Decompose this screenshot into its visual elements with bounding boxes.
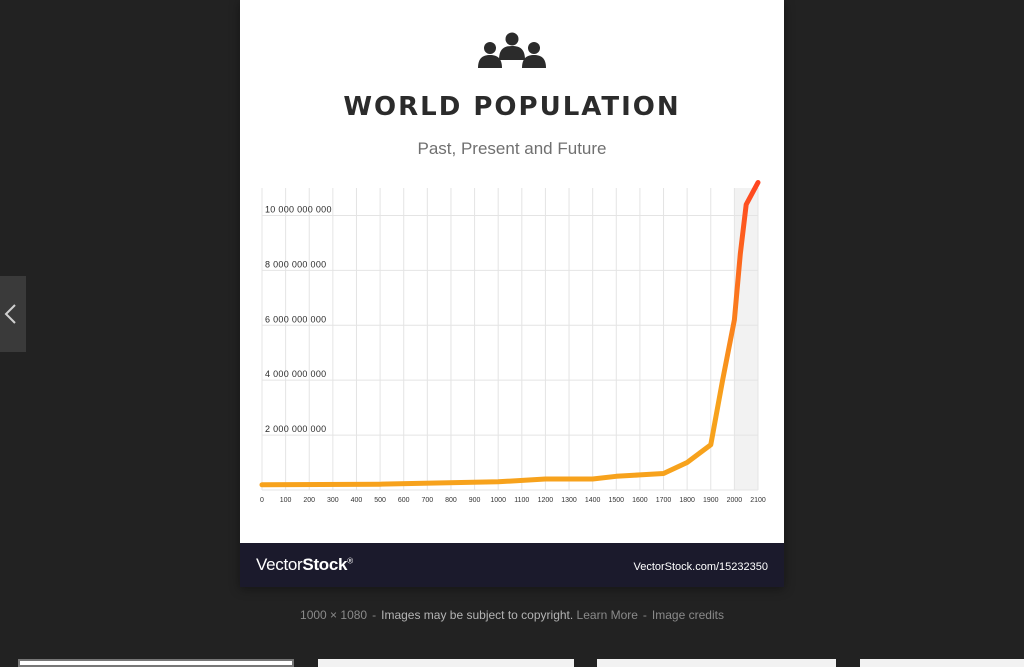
population-series-line <box>259 180 761 488</box>
learn-more-link[interactable]: Learn More <box>576 608 638 622</box>
image-caption: 1000 × 1080- Images may be subject to cop… <box>0 608 1024 622</box>
x-tick-label: 1800 <box>679 497 695 504</box>
related-thumbnail[interactable] <box>860 659 1024 667</box>
x-tick-label: 1300 <box>561 497 577 504</box>
related-thumbnail[interactable] <box>18 659 294 667</box>
x-tick-label: 700 <box>421 497 433 504</box>
image-url: VectorStock.com/15232350 <box>633 561 768 573</box>
x-tick-label: 900 <box>469 497 481 504</box>
x-tick-label: 400 <box>351 497 363 504</box>
x-tick-label: 100 <box>280 497 292 504</box>
image-footer: VectorStock® VectorStock.com/15232350 <box>240 543 784 587</box>
related-thumbnail[interactable] <box>597 659 836 667</box>
image-dimensions: 1000 × 1080 <box>300 608 368 622</box>
x-tick-label: 0 <box>260 497 264 504</box>
x-tick-label: 800 <box>445 497 457 504</box>
caption-separator: - <box>372 608 377 622</box>
brand-name-bold: Stock <box>302 555 348 574</box>
x-tick-label: 1500 <box>608 497 624 504</box>
projection-shaded-region <box>734 188 758 490</box>
y-tick-label: 10 000 000 000 <box>265 204 332 214</box>
x-tick-label: 600 <box>398 497 410 504</box>
x-tick-label: 1100 <box>514 497 529 504</box>
chevron-left-icon <box>4 304 16 324</box>
x-tick-label: 2000 <box>727 497 743 504</box>
y-tick-label: 6 000 000 000 <box>265 314 326 324</box>
image-title: WORLD POPULATION <box>343 92 681 122</box>
x-tick-label: 2100 <box>750 497 766 504</box>
population-line-chart: 2 000 000 000 4 000 000 000 6 000 000 000 8… <box>259 180 766 504</box>
x-tick-label: 1900 <box>703 497 719 504</box>
x-tick-label: 1000 <box>490 497 506 504</box>
brand-name-light: Vector <box>256 555 303 574</box>
x-tick-label: 1200 <box>538 497 554 504</box>
y-tick-label: 4 000 000 000 <box>265 369 326 379</box>
x-tick-label: 500 <box>374 497 386 504</box>
related-thumbnail[interactable] <box>318 659 574 667</box>
previous-image-button[interactable] <box>0 276 26 352</box>
y-tick-label: 8 000 000 000 <box>265 259 326 269</box>
copyright-notice: Images may be subject to copyright. <box>381 608 574 622</box>
x-tick-label: 300 <box>327 497 339 504</box>
caption-separator: - <box>642 608 647 622</box>
registered-mark: ® <box>347 556 353 566</box>
people-group-icon <box>478 32 546 68</box>
x-tick-label: 1400 <box>585 497 601 504</box>
y-tick-label: 2 000 000 000 <box>265 424 326 434</box>
vectorstock-logo: VectorStock® <box>256 555 353 575</box>
image-credits-link[interactable]: Image credits <box>651 608 724 622</box>
x-tick-label: 1700 <box>656 497 672 504</box>
preview-image[interactable]: WORLD POPULATION Past, Present and Futur… <box>240 0 784 587</box>
x-tick-label: 1600 <box>632 497 648 504</box>
x-tick-label: 200 <box>303 497 315 504</box>
image-subtitle: Past, Present and Future <box>417 139 607 158</box>
